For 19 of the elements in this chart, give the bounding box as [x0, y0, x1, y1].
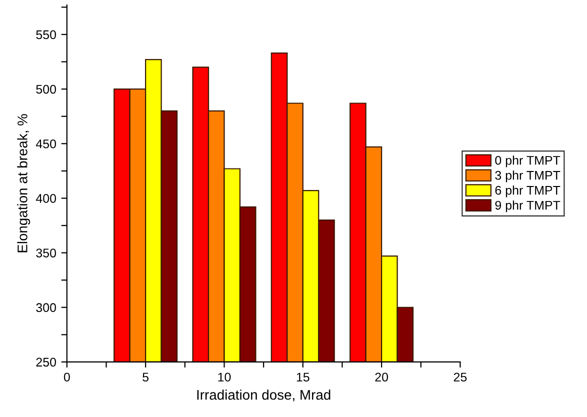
x-tick-label: 0 [64, 372, 70, 382]
x-tick-label: 5 [142, 372, 149, 382]
x-tick-label: 25 [454, 372, 467, 382]
y-tick-label: 400 [36, 194, 56, 203]
y-tick-label: 500 [36, 84, 56, 94]
y-tick-label: 450 [36, 139, 56, 148]
y-tick-label: 550 [36, 30, 56, 40]
legend-label: 9 phr TMPT [495, 200, 560, 212]
y-tick-label: 250 [36, 358, 56, 367]
y-axis-title: Elongation at break, % [17, 114, 30, 252]
x-tick-label: 20 [375, 372, 388, 382]
legend-label: 6 phr TMPT [495, 186, 560, 198]
y-tick-label: 350 [36, 248, 56, 258]
x-axis-title: Irradiation dose, Mrad [197, 390, 330, 402]
x-tick-label: 15 [296, 372, 310, 382]
legend-label: 0 phr TMPT [495, 156, 560, 168]
legend-label: 3 phr TMPT [495, 170, 560, 182]
x-tick-label: 10 [218, 372, 231, 382]
y-tick-label: 300 [36, 303, 56, 312]
